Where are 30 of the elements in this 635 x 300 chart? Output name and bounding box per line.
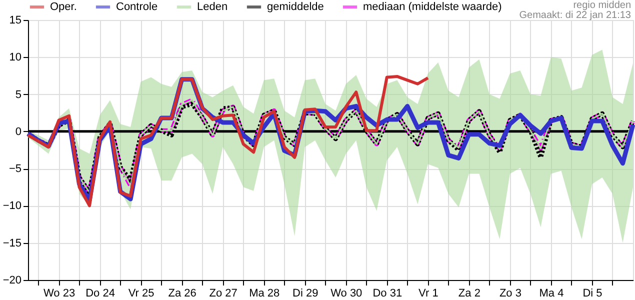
y-tick-label: 10: [9, 52, 22, 64]
y-tick-label: 5: [15, 88, 22, 101]
y-tick-label: −10: [2, 200, 22, 212]
legend-label: Oper.: [50, 1, 77, 13]
x-tick-label: Zo 3: [499, 288, 522, 300]
x-tick-label: Do 31: [372, 288, 402, 300]
legend-label: Leden: [197, 1, 228, 13]
x-tick-label: Do 24: [86, 288, 115, 300]
legend-label: mediaan (middelste waarde): [363, 1, 502, 13]
x-tick-label: Wo 23: [43, 288, 76, 300]
x-tick-label: Di 5: [582, 288, 602, 300]
legend-label: gemiddelde: [267, 1, 324, 13]
y-tick-label: −5: [8, 163, 22, 176]
text: regio midden: [573, 0, 631, 11]
x-tick-label: Vr 1: [418, 288, 438, 300]
legend-label: Controle: [116, 1, 158, 13]
x-tick-label: Ma 4: [539, 288, 564, 300]
y-tick-label: 15: [9, 14, 22, 26]
x-tick-label: Ma 28: [249, 288, 280, 300]
x-tick-label: Za 26: [168, 288, 196, 300]
x-tick-label: Vr 25: [128, 288, 154, 300]
y-tick-label: −20: [2, 274, 22, 286]
y-tick-label: −15: [2, 237, 22, 250]
line-series: [26, 74, 430, 208]
x-tick-label: Za 2: [458, 288, 480, 300]
y-tick-label: 0: [15, 126, 22, 138]
annotation: Gemaakt: di 22 jan 21:13: [519, 10, 632, 21]
x-tick-label: Zo 27: [209, 288, 238, 300]
x-tick-label: Wo 30: [330, 288, 362, 300]
x-tick-label: Di 29: [292, 288, 318, 300]
